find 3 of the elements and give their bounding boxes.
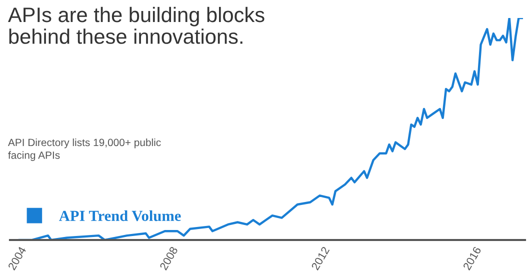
annotation: API Directory lists 19,000+ public facing APIs [8, 138, 161, 161]
legend-label: API Trend Volume [59, 210, 181, 222]
chart-title: APIs are the building blocks behind these innovations. [8, 6, 264, 44]
